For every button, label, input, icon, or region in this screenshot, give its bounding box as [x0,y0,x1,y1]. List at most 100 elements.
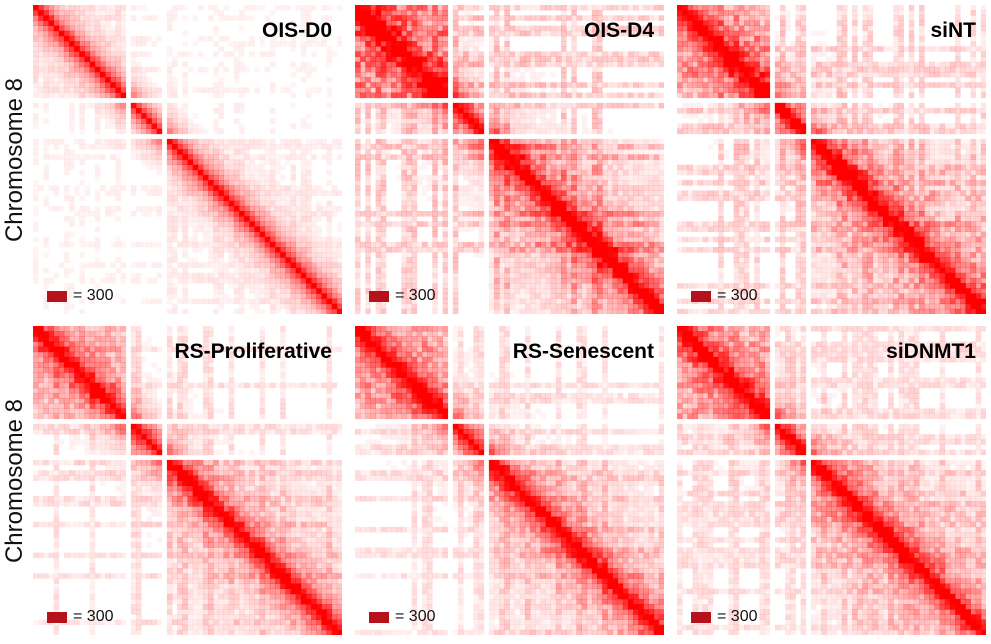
heatmap-cell [622,5,629,11]
heatmap-cell [509,180,516,186]
heatmap-cell [331,247,338,253]
heatmap-cell [79,87,85,93]
heatmap-cell [177,164,183,171]
heatmap-cell [468,211,474,217]
heatmap-cell [120,30,127,37]
heatmap-cell [285,144,291,150]
heatmap-cell [391,35,397,42]
heatmap-cell [172,231,178,238]
heatmap-cell [545,247,552,253]
heatmap-cell [468,164,474,171]
heatmap-cell [172,10,178,16]
heatmap-cell [233,283,240,289]
heatmap-cell [509,25,516,32]
heatmap-cell [519,226,526,232]
heatmap-cell [504,20,510,26]
heatmap-cell [571,102,577,109]
heatmap-cell [530,30,536,37]
heatmap-cell [524,144,531,150]
heatmap-cell [535,149,541,155]
heatmap-cell [280,164,286,171]
heatmap-cell [658,190,664,196]
heatmap-cell [581,231,588,238]
heatmap-cell [300,262,307,269]
heatmap-cell [177,195,183,202]
heatmap-cell [411,66,418,73]
heatmap-cell [411,169,418,176]
heatmap-cell [33,123,39,129]
heatmap-cell [53,92,60,99]
heatmap-cell [275,298,281,305]
heatmap-cell [254,200,260,207]
heatmap-cell [421,77,428,83]
heatmap-cell [290,241,297,248]
heatmap-cell [94,30,101,37]
heatmap-cell [530,113,536,119]
heatmap-cell [591,5,598,11]
heatmap-cell [530,180,536,186]
heatmap-cell [295,5,302,11]
heatmap-cell [524,66,531,73]
heatmap-cell [540,144,546,150]
heatmap-cell [375,25,382,32]
heatmap-cell [597,180,603,186]
heatmap-cell [69,51,75,57]
heatmap-cell [391,138,397,145]
heatmap-cell [566,247,572,253]
heatmap-cell [545,277,552,284]
heatmap-cell [182,77,188,83]
heatmap-cell [473,87,479,93]
heatmap-cell [365,216,371,222]
heatmap-cell [627,174,634,181]
heatmap-cell [494,247,500,253]
heatmap-cell [326,283,333,289]
heatmap-cell [208,216,214,222]
heatmap-cell [187,51,194,57]
heatmap-cell [555,272,562,279]
heatmap-cell [172,159,178,166]
heatmap-cell [172,205,178,212]
heatmap-cell [452,25,459,32]
heatmap-cell [311,226,317,232]
heatmap-cell [540,277,546,284]
heatmap-cell [202,149,209,155]
heatmap-cell [228,180,235,186]
heatmap-cell [254,185,260,191]
heatmap-cell [514,154,521,160]
heatmap-cell [331,262,338,269]
heatmap-cell [702,15,709,21]
heatmap-cell [633,288,639,294]
heatmap-cell [43,92,49,99]
heatmap-cell [166,211,173,217]
heatmap-cell [269,185,276,191]
heatmap-cell [633,277,639,284]
heatmap-cell [504,231,510,238]
heatmap-cell [311,138,317,145]
heatmap-cell [759,10,765,16]
heatmap-cell [566,195,572,202]
heatmap-cell [499,267,505,274]
heatmap-cell [633,283,639,289]
heatmap-cell [514,128,521,135]
heatmap-cell [411,71,418,78]
heatmap-cell [561,252,567,258]
heatmap-cell [406,221,413,227]
heatmap-cell [33,82,39,88]
heatmap-cell [535,216,541,222]
heatmap-cell [488,174,495,181]
heatmap-cell [421,71,428,78]
heatmap-cell [643,30,649,37]
heatmap-cell [295,190,302,196]
heatmap-cell [79,308,85,314]
heatmap-cell [617,211,624,217]
heatmap-cell [648,298,655,305]
heatmap-cell [607,174,613,181]
heatmap-cell [360,241,366,248]
heatmap-cell [432,257,438,263]
heatmap-cell [566,241,572,248]
heatmap-cell [391,51,397,57]
heatmap-cell [151,159,157,166]
heatmap-cell [473,56,479,63]
heatmap-cell [591,113,598,119]
heatmap-cell [391,108,397,114]
